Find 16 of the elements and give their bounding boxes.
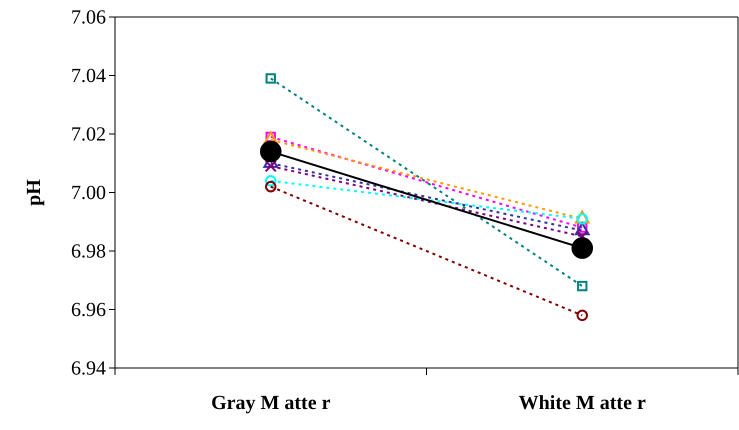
point xyxy=(266,73,276,84)
y-tick-label: 6.98 xyxy=(71,240,106,262)
y-axis-title: pH xyxy=(23,178,45,206)
y-tick-label: 7.06 xyxy=(71,6,106,28)
y-tick-label: 6.96 xyxy=(71,298,106,321)
point xyxy=(265,180,276,192)
x-tick-label: Gray M atte r xyxy=(211,392,331,414)
y-tick-label: 7.02 xyxy=(71,123,106,146)
point xyxy=(577,280,588,292)
y-tick-label: 6.94 xyxy=(71,357,106,380)
point xyxy=(571,237,594,259)
y-tick-label: 7.04 xyxy=(71,64,106,87)
x-tick-label: White M atte r xyxy=(518,392,646,414)
y-tick-label: 7.00 xyxy=(71,182,106,204)
point xyxy=(576,310,588,322)
point xyxy=(265,175,276,187)
